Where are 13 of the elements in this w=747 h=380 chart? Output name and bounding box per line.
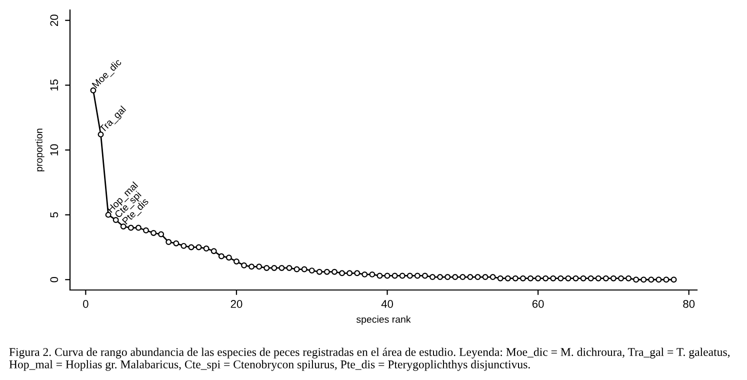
x-tick-label: 60 bbox=[532, 300, 544, 308]
x-tick-label: 40 bbox=[381, 300, 394, 308]
y-axis-title: proportion bbox=[35, 128, 44, 172]
x-axis-title: species rank bbox=[356, 316, 411, 325]
y-tick-label: 15 bbox=[50, 79, 58, 91]
y-tick-label: 0 bbox=[50, 276, 58, 282]
x-tick-label: 80 bbox=[683, 300, 695, 308]
y-tick-label: 10 bbox=[50, 144, 58, 156]
text: Figura 2. Curva de rango abundancia de las especies de peces registradas en el área de estudio. Leyenda: Moe_dic = M. dichroura, Tra_gal = T. galeatus, Hop_mal = Hoplias gr. Malabaricus, Cte_spi = Ctenobrycon spilurus, Pte_dis = Pterygoplichthys disjunctivus. bbox=[9, 348, 730, 371]
y-tick-label: 5 bbox=[50, 212, 58, 218]
x-tick-label: 20 bbox=[230, 300, 242, 308]
x-tick-label: 0 bbox=[83, 300, 88, 308]
y-tick-label: 20 bbox=[50, 14, 58, 26]
